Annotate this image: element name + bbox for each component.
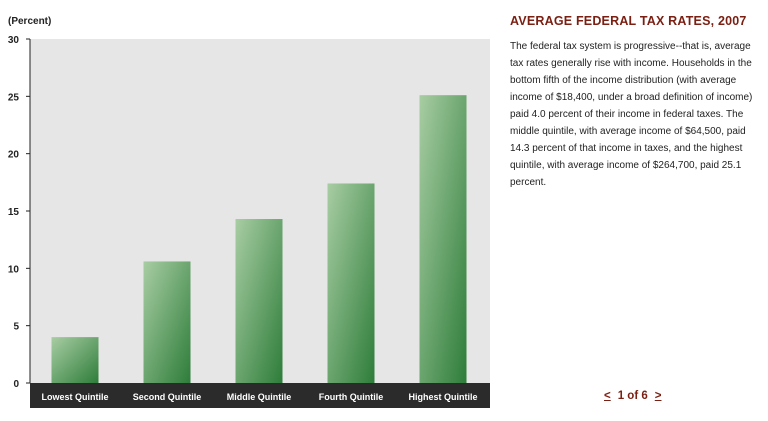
bar-3[interactable] — [327, 183, 375, 383]
prev-page-link[interactable]: < — [604, 390, 611, 402]
bar-4[interactable] — [419, 95, 467, 383]
bar-chart: (Percent) 0 5 10 15 20 25 30 Lowest Quintile Se… — [8, 16, 490, 408]
category-label-2: Middle Quintile — [227, 392, 292, 402]
next-page-link[interactable]: > — [654, 390, 662, 402]
bar-2[interactable] — [235, 219, 283, 383]
y-tick-label: 10 — [8, 264, 20, 275]
description-panel: AVERAGE FEDERAL TAX RATES, 2007 The fede… — [510, 14, 760, 191]
bar-1[interactable] — [143, 261, 191, 383]
chart-container: (Percent) 0 5 10 15 20 25 30 Lowest Quintile Se… — [8, 16, 490, 408]
y-tick-label: 20 — [8, 150, 20, 161]
y-tick-label: 5 — [13, 322, 19, 333]
y-tick-label: 0 — [13, 379, 19, 390]
panel-title: AVERAGE FEDERAL TAX RATES, 2007 — [510, 14, 747, 28]
y-tick-label: 15 — [8, 207, 20, 218]
page-indicator: 1 of 6 — [617, 390, 648, 402]
category-label-1: Second Quintile — [133, 392, 202, 402]
category-label-4: Highest Quintile — [408, 392, 477, 402]
y-axis-unit-label: (Percent) — [8, 16, 51, 27]
y-tick-label: 25 — [8, 92, 20, 103]
category-band — [30, 383, 490, 408]
category-label-3: Fourth Quintile — [319, 392, 384, 402]
category-label-0: Lowest Quintile — [41, 392, 108, 402]
y-tick-label: 30 — [8, 35, 20, 46]
pagination: < 1 of 6 > — [604, 390, 661, 402]
bar-0[interactable] — [51, 337, 99, 383]
panel-description: The federal tax system is progressive--t… — [510, 41, 753, 188]
